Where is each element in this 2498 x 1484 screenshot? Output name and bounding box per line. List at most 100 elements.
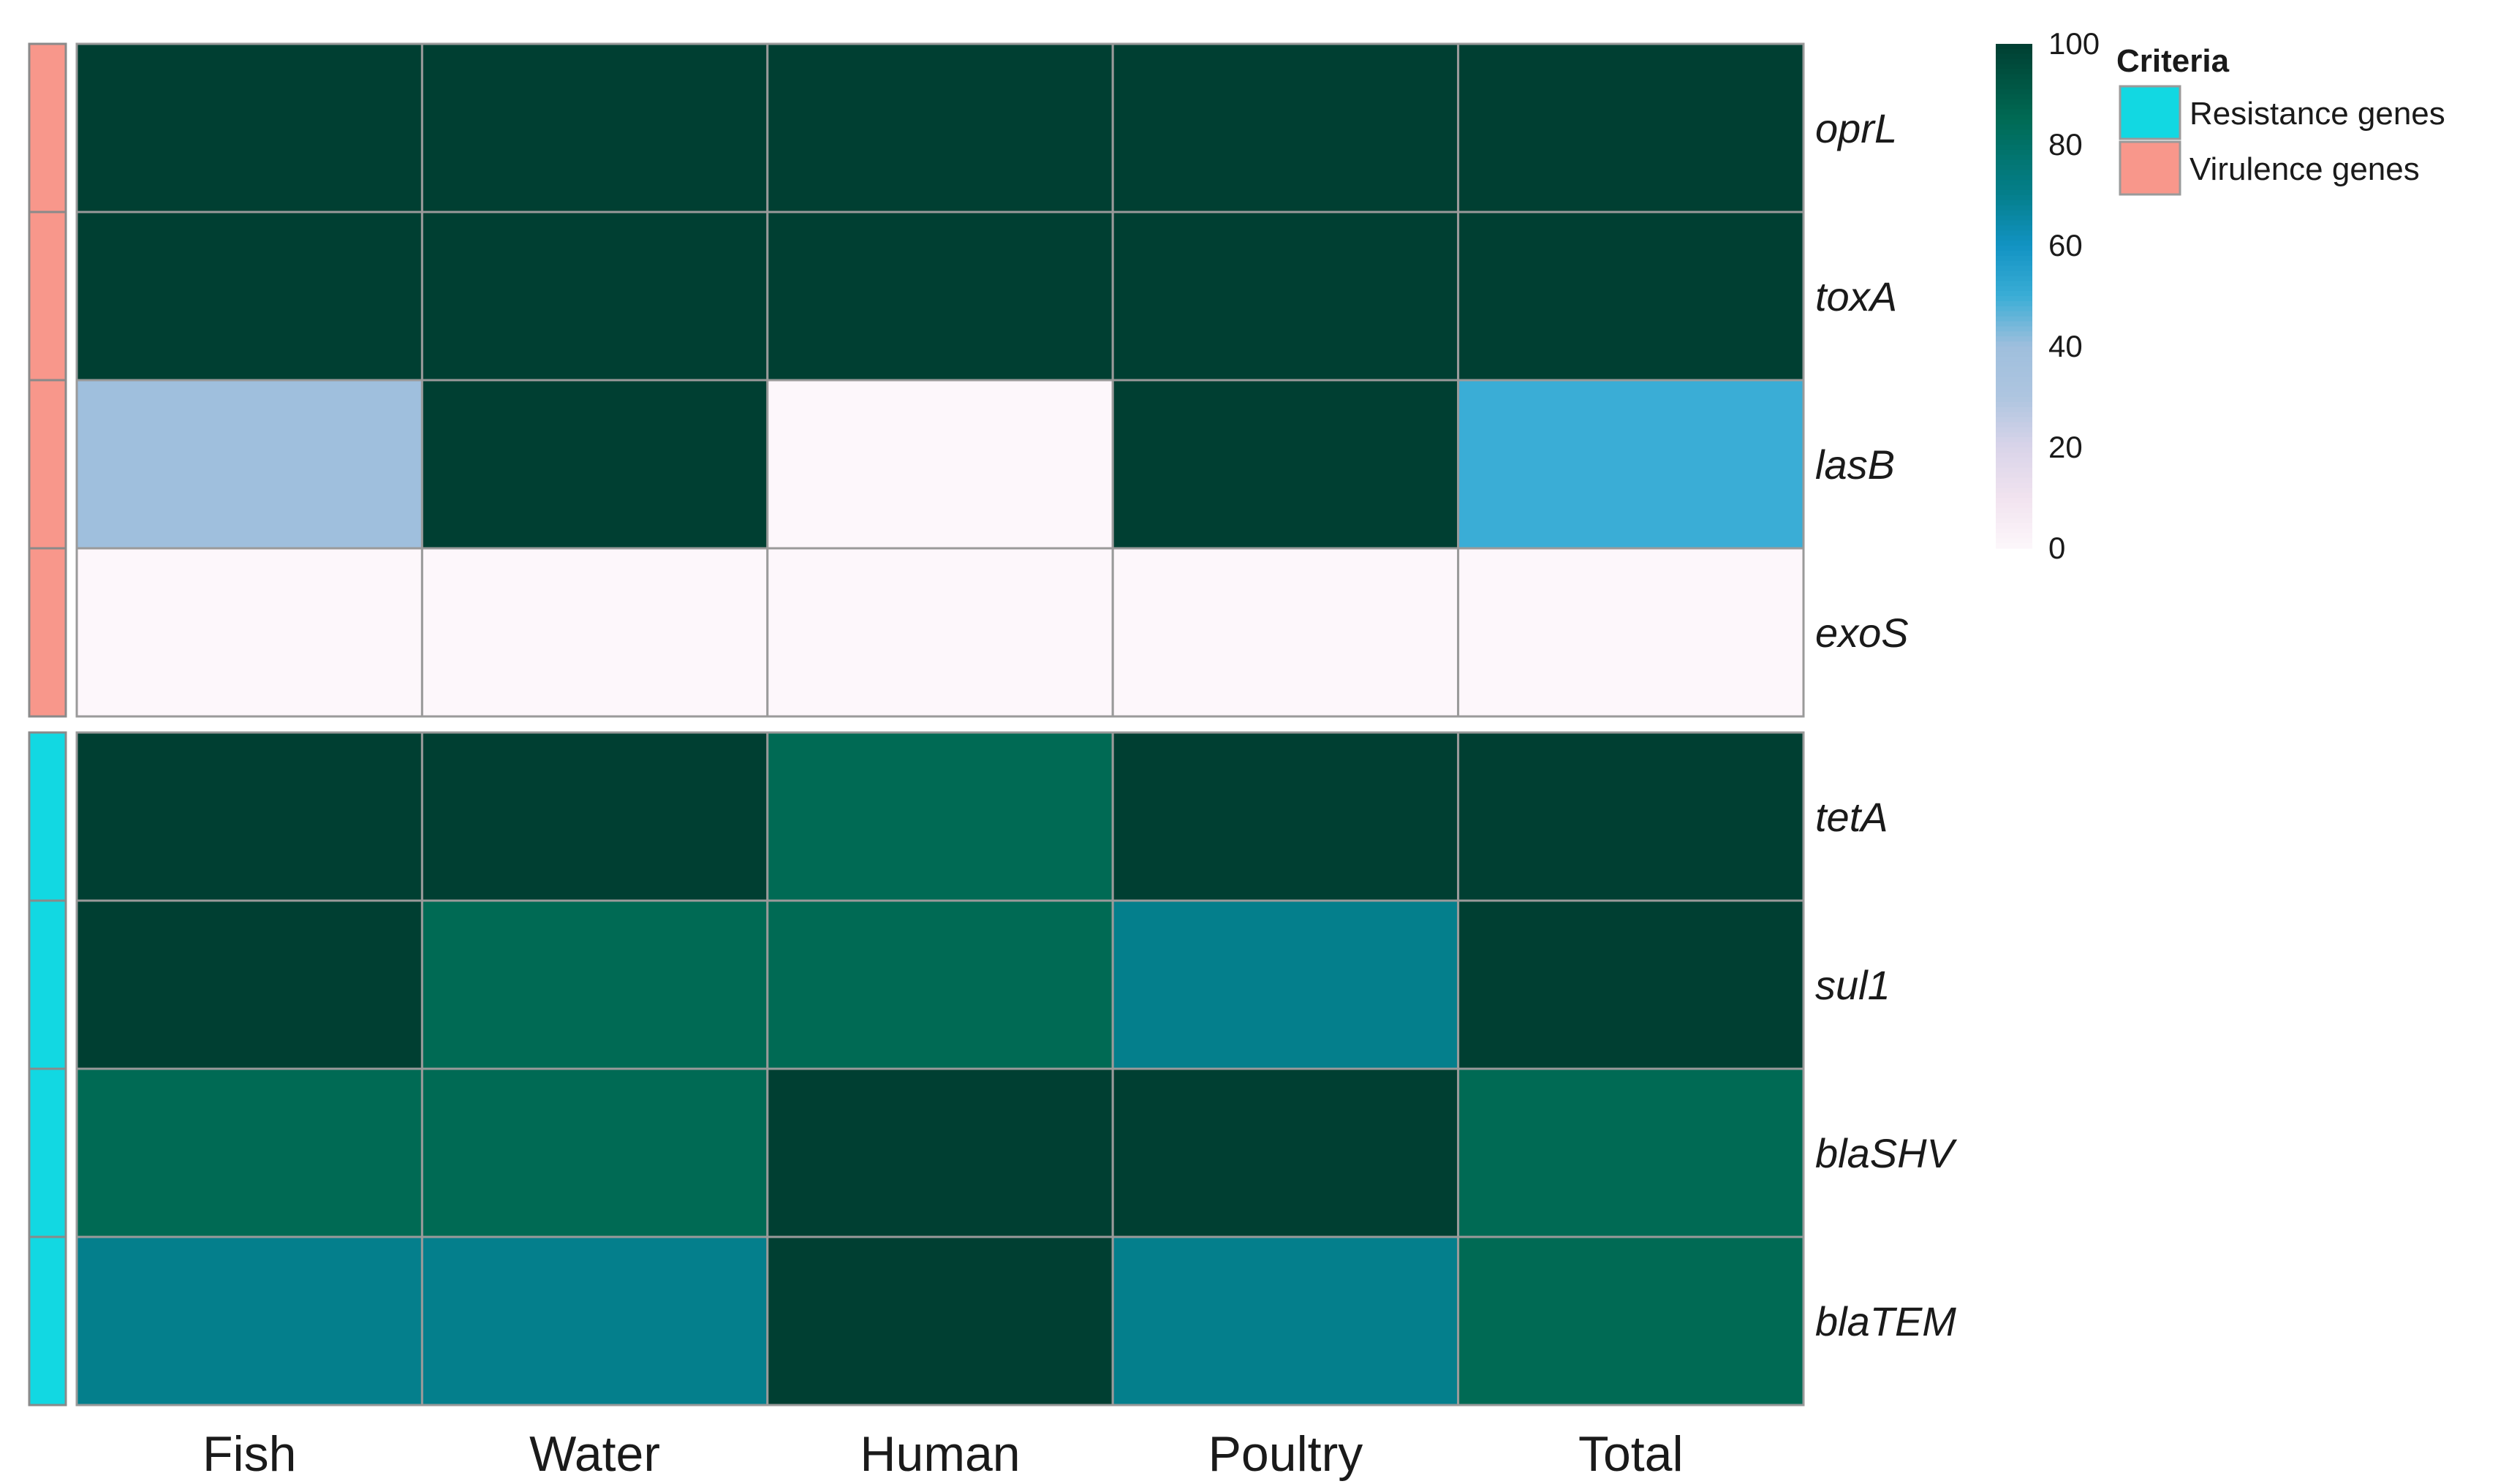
cell-toxa-poultry	[1111, 211, 1460, 382]
color-scale-swatch	[1996, 427, 2032, 433]
cell-sul1-water	[420, 899, 769, 1070]
cell-blashv-total	[1457, 1067, 1805, 1238]
cell-teta-water	[420, 731, 769, 902]
color-scale-swatch	[1996, 180, 2032, 186]
legend-swatch-virulence-genes	[2119, 140, 2181, 196]
row-label-teta: tetA	[1815, 794, 1888, 840]
row-label-sul1: sul1	[1815, 962, 1890, 1008]
cell-lasb-poultry	[1111, 379, 1460, 550]
cell-blatem-total	[1457, 1235, 1805, 1407]
color-scale-swatch	[1996, 477, 2032, 483]
color-scale-swatch	[1996, 347, 2032, 352]
column-label-water: Water	[529, 1426, 660, 1482]
color-scale-swatch	[1996, 246, 2032, 251]
color-scale-swatch	[1996, 401, 2032, 408]
color-scale-swatch	[1996, 447, 2032, 453]
color-scale-swatch	[1996, 498, 2032, 504]
color-scale-swatch	[1996, 205, 2032, 211]
cell-oprl-fish	[75, 42, 423, 213]
color-scale-swatch	[1996, 488, 2032, 493]
color-scale-swatch	[1996, 543, 2032, 549]
cell-lasb-water	[420, 379, 769, 550]
legend-label-resistance-genes: Resistance genes	[2189, 96, 2445, 132]
color-scale-swatch	[1996, 255, 2032, 262]
color-scale-swatch	[1996, 119, 2032, 125]
color-scale-tick-100: 100	[2048, 26, 2100, 61]
cell-sul1-fish	[75, 899, 423, 1070]
color-scale-swatch	[1996, 306, 2032, 312]
criteria-bar-virulence-genes-toxa	[28, 211, 67, 382]
color-scale-swatch	[1996, 512, 2032, 519]
color-scale-swatch	[1996, 300, 2032, 307]
column-label-fish: Fish	[203, 1426, 296, 1482]
cell-exos-water	[420, 547, 769, 718]
color-scale-swatch	[1996, 164, 2032, 171]
color-scale-swatch	[1996, 175, 2032, 181]
color-scale-swatch	[1996, 114, 2032, 121]
color-scale-tick-80: 80	[2048, 127, 2083, 162]
cell-blatem-water	[420, 1235, 769, 1407]
color-scale-swatch	[1996, 79, 2032, 85]
cell-oprl-water	[420, 42, 769, 213]
color-scale-swatch	[1996, 523, 2032, 529]
color-scale-swatch	[1996, 69, 2032, 75]
color-scale-swatch	[1996, 296, 2032, 302]
cell-teta-total	[1457, 731, 1805, 902]
criteria-bar-resistance-genes-blatem	[28, 1235, 67, 1407]
color-scale-swatch	[1996, 406, 2032, 413]
criteria-bar-virulence-genes-lasb	[28, 379, 67, 550]
color-scale-swatch	[1996, 467, 2032, 474]
color-scale-swatch	[1996, 195, 2032, 201]
color-scale-swatch	[1996, 64, 2032, 70]
color-scale-swatch	[1996, 129, 2032, 135]
color-scale-swatch	[1996, 518, 2032, 524]
heatmap-cells	[75, 42, 1805, 1407]
color-scale-swatch	[1996, 270, 2032, 276]
cell-oprl-poultry	[1111, 42, 1460, 213]
color-scale-swatch	[1996, 321, 2032, 327]
color-scale-tick-0: 0	[2048, 531, 2065, 565]
color-scale-swatch	[1996, 220, 2032, 226]
cell-blashv-fish	[75, 1067, 423, 1238]
legend-title: Criteria	[2116, 43, 2230, 79]
color-scale-swatch	[1996, 230, 2032, 236]
criteria-bar-virulence-genes-exos	[28, 547, 67, 718]
color-scale-swatch	[1996, 58, 2032, 65]
color-scale-swatch	[1996, 225, 2032, 231]
color-scale-swatch	[1996, 387, 2032, 393]
cell-teta-human	[766, 731, 1114, 902]
color-scale-swatch	[1996, 502, 2032, 509]
color-scale-swatch	[1996, 326, 2032, 332]
color-scale-swatch	[1996, 276, 2032, 281]
color-scale-swatch	[1996, 533, 2032, 539]
color-scale-swatch	[1996, 135, 2032, 140]
color-scale-swatch	[1996, 286, 2032, 292]
color-scale-swatch	[1996, 376, 2032, 382]
color-scale-swatch	[1996, 432, 2032, 438]
color-scale-swatch	[1996, 422, 2032, 428]
column-labels: Fish Water Human Poultry Total	[203, 1426, 1684, 1482]
cell-teta-fish	[75, 731, 423, 902]
row-label-lasb: lasB	[1815, 442, 1895, 488]
cell-lasb-total	[1457, 379, 1805, 550]
cell-sul1-human	[766, 899, 1114, 1070]
color-scale-swatch	[1996, 528, 2032, 534]
color-scale-swatch	[1996, 215, 2032, 222]
color-scale-swatch	[1996, 371, 2032, 377]
cell-exos-poultry	[1111, 547, 1460, 718]
color-scale-swatch	[1996, 84, 2032, 90]
cell-blashv-human	[766, 1067, 1114, 1238]
color-scale-swatch	[1996, 382, 2032, 387]
color-scale-swatch	[1996, 397, 2032, 403]
row-label-toxa: toxA	[1815, 273, 1897, 319]
color-scale-swatch	[1996, 336, 2032, 342]
cell-exos-total	[1457, 547, 1805, 718]
color-scale-swatch	[1996, 507, 2032, 514]
row-label-blashv: blaSHV	[1815, 1130, 1958, 1176]
cell-sul1-total	[1457, 899, 1805, 1070]
color-scale-swatch	[1996, 412, 2032, 418]
cell-blatem-fish	[75, 1235, 423, 1407]
color-scale-swatch	[1996, 361, 2032, 368]
cell-oprl-total	[1457, 42, 1805, 213]
cell-toxa-fish	[75, 211, 423, 382]
